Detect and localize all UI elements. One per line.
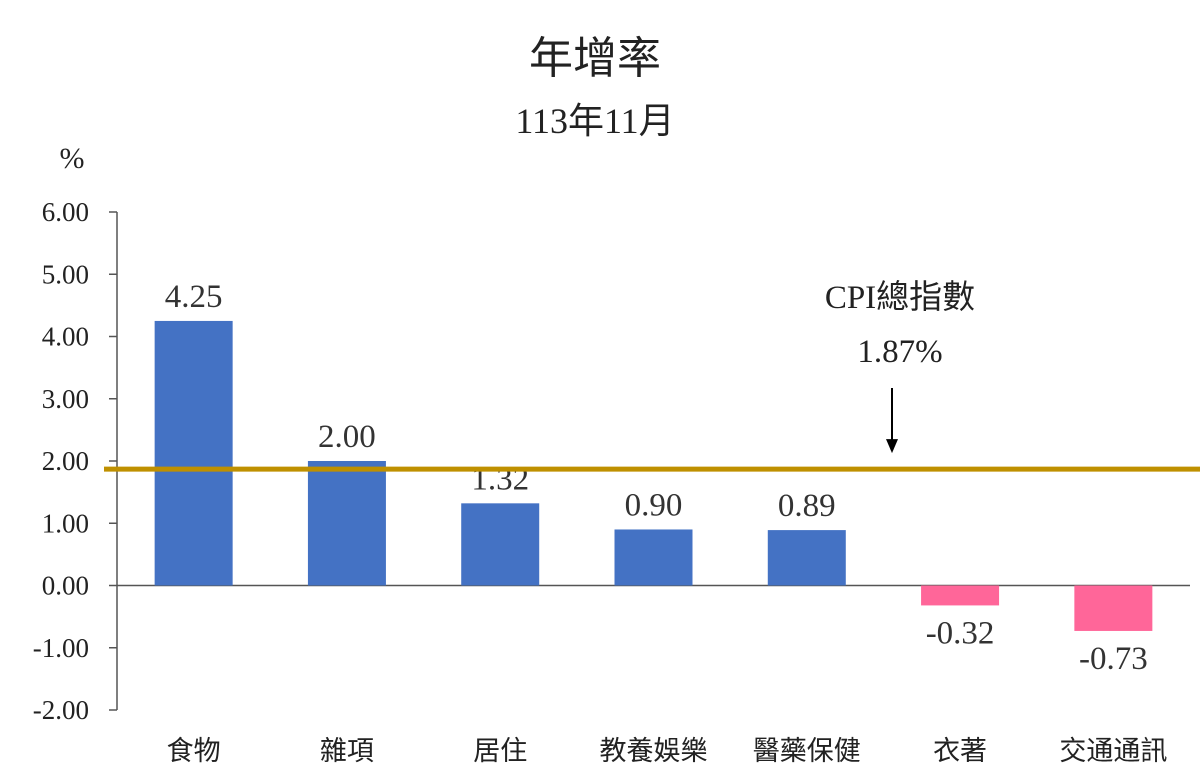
y-tick-label: 2.00 — [42, 446, 89, 476]
y-tick-label: 0.00 — [42, 571, 89, 601]
arrow-head — [886, 439, 898, 454]
data-label: 2.00 — [318, 419, 376, 455]
data-label: 4.25 — [165, 279, 223, 315]
y-tick-label: -1.00 — [33, 633, 89, 663]
bar-4 — [614, 529, 693, 586]
y-tick-label: 6.00 — [42, 197, 89, 227]
y-tick-label: 3.00 — [42, 384, 89, 414]
reference-line-value: 1.87% — [857, 334, 942, 370]
y-tick-label: 1.00 — [42, 508, 89, 538]
data-label: -0.32 — [926, 615, 995, 651]
y-tick-label: 5.00 — [42, 259, 89, 289]
bar-6 — [921, 585, 1000, 606]
chart-subtitle: 113年11月 — [515, 101, 675, 141]
reference-line-label: CPI總指數 — [825, 279, 975, 316]
y-tick-label: -2.00 — [33, 695, 89, 725]
category-label: 食物 — [167, 736, 221, 767]
data-label: 0.89 — [778, 488, 836, 524]
bar-3 — [461, 503, 540, 586]
category-label: 教養娛樂 — [600, 736, 708, 767]
bar-5 — [767, 530, 846, 586]
category-label: 醫藥保健 — [753, 736, 861, 767]
bar-2 — [307, 461, 386, 586]
y-axis-unit-label: % — [60, 142, 85, 175]
category-label: 衣著 — [933, 736, 987, 767]
data-label: -0.73 — [1079, 641, 1148, 677]
chart-title: 年增率 — [529, 33, 661, 84]
category-label: 居住 — [473, 736, 527, 767]
category-label: 雜項 — [320, 736, 374, 767]
y-tick-label: 4.00 — [42, 322, 89, 352]
bar-1 — [154, 320, 233, 586]
category-label: 交通通訊 — [1059, 736, 1167, 767]
bar-7 — [1074, 585, 1153, 631]
data-label: 0.90 — [625, 487, 683, 523]
